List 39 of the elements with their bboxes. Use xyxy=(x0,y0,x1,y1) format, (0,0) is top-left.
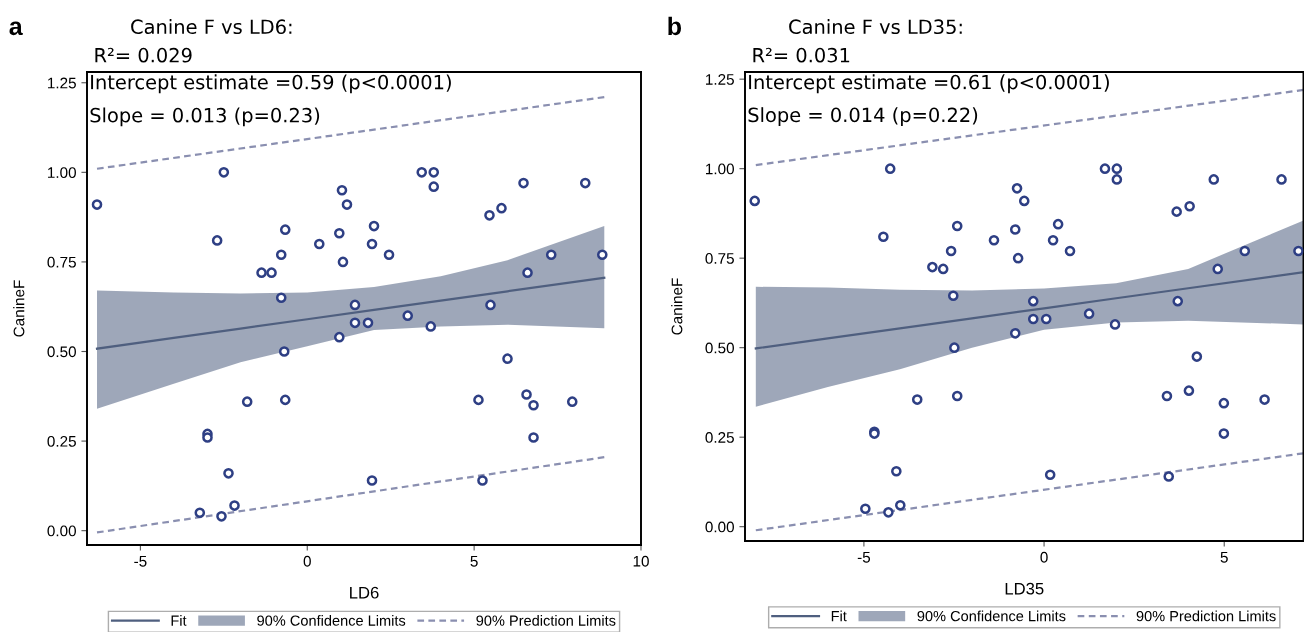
x-tick-label: 0 xyxy=(1040,551,1048,563)
legend-label: 90% Prediction Limits xyxy=(476,615,616,626)
y-tick-label: 0.00 xyxy=(47,525,76,537)
text: a xyxy=(9,21,23,36)
chart-subtitle: R²= 0.031 xyxy=(753,47,850,63)
x-axis-title: LD6 xyxy=(350,586,379,599)
y-axis-title: CanineF xyxy=(671,278,683,335)
text: 90% Confidence Limits xyxy=(257,615,406,626)
y-tick-label: 0.25 xyxy=(705,432,734,443)
annotation: Intercept estimate =0.59 (p<0.0001) xyxy=(91,74,451,94)
legend-label: Fit xyxy=(831,610,847,622)
text: 90% Confidence Limits xyxy=(917,610,1066,622)
y-tick-label: 1.25 xyxy=(706,74,734,85)
annotation: Slope = 0.014 (p=0.22) xyxy=(748,107,978,126)
annotation: Intercept estimate =0.61 (p<0.0001) xyxy=(749,74,1109,94)
x-axis-title: LD35 xyxy=(1005,582,1044,595)
y-tick-label: 0.50 xyxy=(705,342,734,354)
chart-subtitle: R²= 0.029 xyxy=(95,47,192,63)
x-tick-label: 5 xyxy=(1220,551,1228,563)
y-tick-label: 0.25 xyxy=(47,435,76,447)
y-tick-label: 0.75 xyxy=(47,256,76,268)
x-tick-label: -5 xyxy=(857,551,871,563)
x-tick-label: 10 xyxy=(633,555,649,567)
annotation: Slope = 0.013 (p=0.23) xyxy=(90,107,320,127)
x-tick-label: 0 xyxy=(303,555,311,567)
text: b xyxy=(668,16,682,36)
chart-title: Canine F vs LD6: xyxy=(131,19,292,35)
y-tick-label: 1.25 xyxy=(48,77,76,89)
legend-label: 90% Prediction Limits xyxy=(1136,610,1276,622)
x-tick-label: 5 xyxy=(470,555,478,567)
y-tick-label: 0.50 xyxy=(47,346,76,358)
y-tick-label: 0.75 xyxy=(705,253,734,264)
chart-title: Canine F vs LD35: xyxy=(789,19,962,35)
y-tick-label: 1.00 xyxy=(48,167,76,179)
legend-label: Fit xyxy=(171,615,187,626)
y-tick-label: 1.00 xyxy=(706,163,734,175)
y-tick-label: 0.00 xyxy=(705,521,734,533)
x-tick-label: -5 xyxy=(134,555,147,567)
y-axis-title: CanineF xyxy=(13,280,25,337)
